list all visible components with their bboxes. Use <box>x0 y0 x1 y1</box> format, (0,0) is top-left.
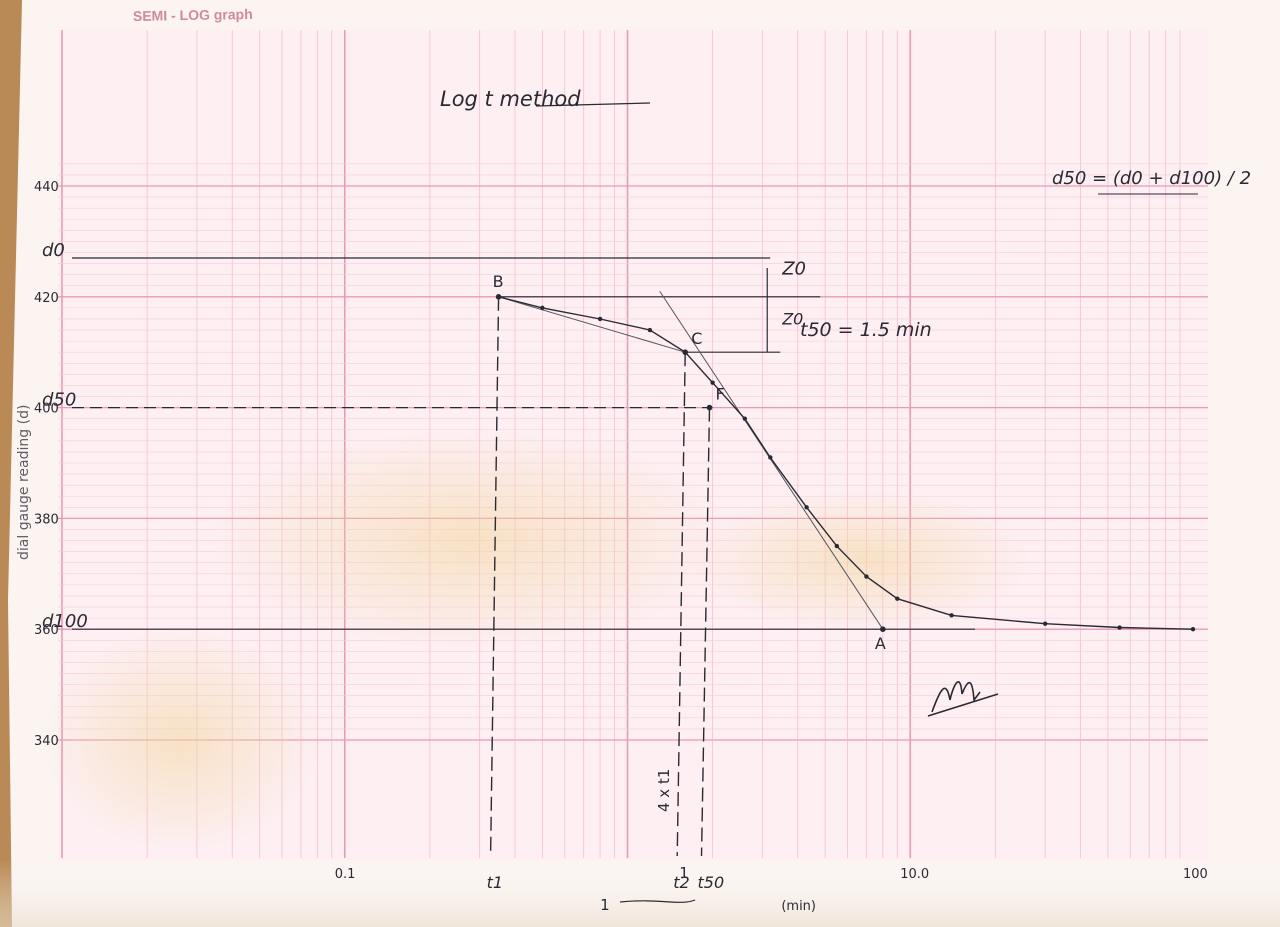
data-point <box>647 327 653 333</box>
formula-text: d50 = (d0 + d100) / 2 <box>1052 168 1251 189</box>
vertical-marker-t50 <box>700 407 711 857</box>
chart-labels: 440 420 400 380 360 340 0.1 10.0 100 (min) dial ga… <box>16 180 1208 914</box>
chord-line-bc <box>498 296 686 353</box>
y-tick-label: 420 <box>34 291 59 306</box>
x-tick-label: 10.0 <box>900 867 929 882</box>
point-label-B: B <box>493 272 504 291</box>
signature-mark <box>927 681 999 717</box>
x-axis-label: (min) <box>781 899 816 914</box>
settlement-curve <box>495 290 1196 632</box>
data-point <box>864 574 869 579</box>
data-point <box>1042 621 1048 626</box>
point-B <box>495 294 502 300</box>
y-tick-label: 340 <box>34 734 59 749</box>
time-label-t2: t2 <box>673 873 689 892</box>
point-F <box>706 404 713 411</box>
time-label-t50: t50 <box>698 873 725 892</box>
tangent-line-inflection <box>659 290 884 630</box>
time-markers <box>489 296 711 857</box>
y-tick-label: 400 <box>34 402 59 417</box>
data-point <box>804 505 809 510</box>
data-point <box>895 596 900 601</box>
t2-tick-mark: 1 <box>679 864 689 882</box>
paper-header-print: SEMI - LOG graph <box>133 6 253 24</box>
point-label-C: C <box>691 329 702 348</box>
reference-label-d50: d50 <box>42 390 76 411</box>
y-tick-label: 440 <box>34 180 59 195</box>
t2-side-note: 4 x t1 <box>655 769 673 812</box>
data-point <box>1190 627 1196 632</box>
point-label-F: F <box>716 385 725 404</box>
data-point <box>540 305 545 311</box>
data-point <box>768 455 773 460</box>
vertical-marker-t1 <box>489 296 500 857</box>
point-label-A: A <box>875 634 886 653</box>
data-point <box>834 543 840 549</box>
chart-title: Log t method <box>440 87 581 111</box>
data-point <box>1117 625 1122 630</box>
t50-annotation: t50 = 1.5 min <box>800 319 932 341</box>
reference-lines <box>72 257 975 630</box>
z0-upper-label: Z0 <box>781 259 806 280</box>
data-point <box>710 380 715 385</box>
point-C <box>682 349 689 356</box>
data-point <box>597 316 603 322</box>
data-point <box>742 416 748 421</box>
y-tick-label: 380 <box>34 512 59 527</box>
x-direction-arrow <box>620 899 696 903</box>
point-A <box>880 626 886 632</box>
time-label-t1: t1 <box>487 873 503 892</box>
arrow-mark: 1 <box>600 896 610 914</box>
reference-label-d0: d0 <box>42 240 65 261</box>
x-tick-label: 0.1 <box>335 867 356 882</box>
y-tick-label: 360 <box>34 623 59 638</box>
z0-lower-label: Z0 <box>781 310 803 329</box>
x-tick-label: 100 <box>1183 867 1208 882</box>
reference-label-d100: d100 <box>42 611 88 632</box>
data-point <box>949 613 954 618</box>
vertical-marker-t2 <box>676 352 686 857</box>
y-axis-label: dial gauge reading (d) <box>16 405 32 560</box>
series-line <box>498 296 1194 630</box>
